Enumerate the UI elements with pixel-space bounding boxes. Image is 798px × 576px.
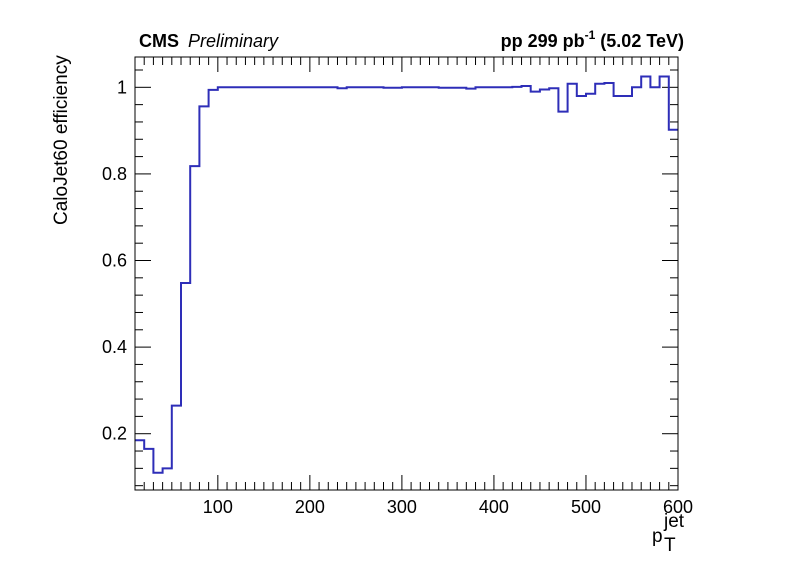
x-axis-title-sup: jet [663,511,685,532]
tick-labels: 100 200 300 400 500 600 0.2 0.4 0.6 0.8 1 [102,77,693,517]
x-axis-title-main: p [652,526,663,547]
y-tick-label: 0.4 [102,337,127,357]
plot-frame [134,56,679,491]
header-lumi-exponent: -1 [585,28,596,42]
y-tick-label: 1 [117,77,127,97]
header-lumi-suffix: (5.02 TeV) [595,31,684,51]
header-experiment: CMS [139,31,179,51]
y-axis-title: CaloJet60 efficiency [51,55,72,225]
axis-ticks [134,57,679,490]
y-tick-label: 0.2 [102,424,127,444]
y-tick-label: 0.6 [102,251,127,271]
x-tick-label: 200 [295,497,325,517]
y-tick-label: 0.8 [102,164,127,184]
x-tick-label: 300 [387,497,417,517]
x-tick-label: 600 [663,497,693,517]
x-tick-label: 100 [203,497,233,517]
x-axis-title-sub: T [664,535,676,556]
x-tick-label: 400 [479,497,509,517]
series-line-calojet60 [135,75,678,474]
header-lumi-prefix: pp 299 pb [501,31,585,51]
header-status: Preliminary [188,31,279,51]
x-tick-label: 500 [571,497,601,517]
header-lumi: pp 299 pb-1 (5.02 TeV) [501,28,684,51]
